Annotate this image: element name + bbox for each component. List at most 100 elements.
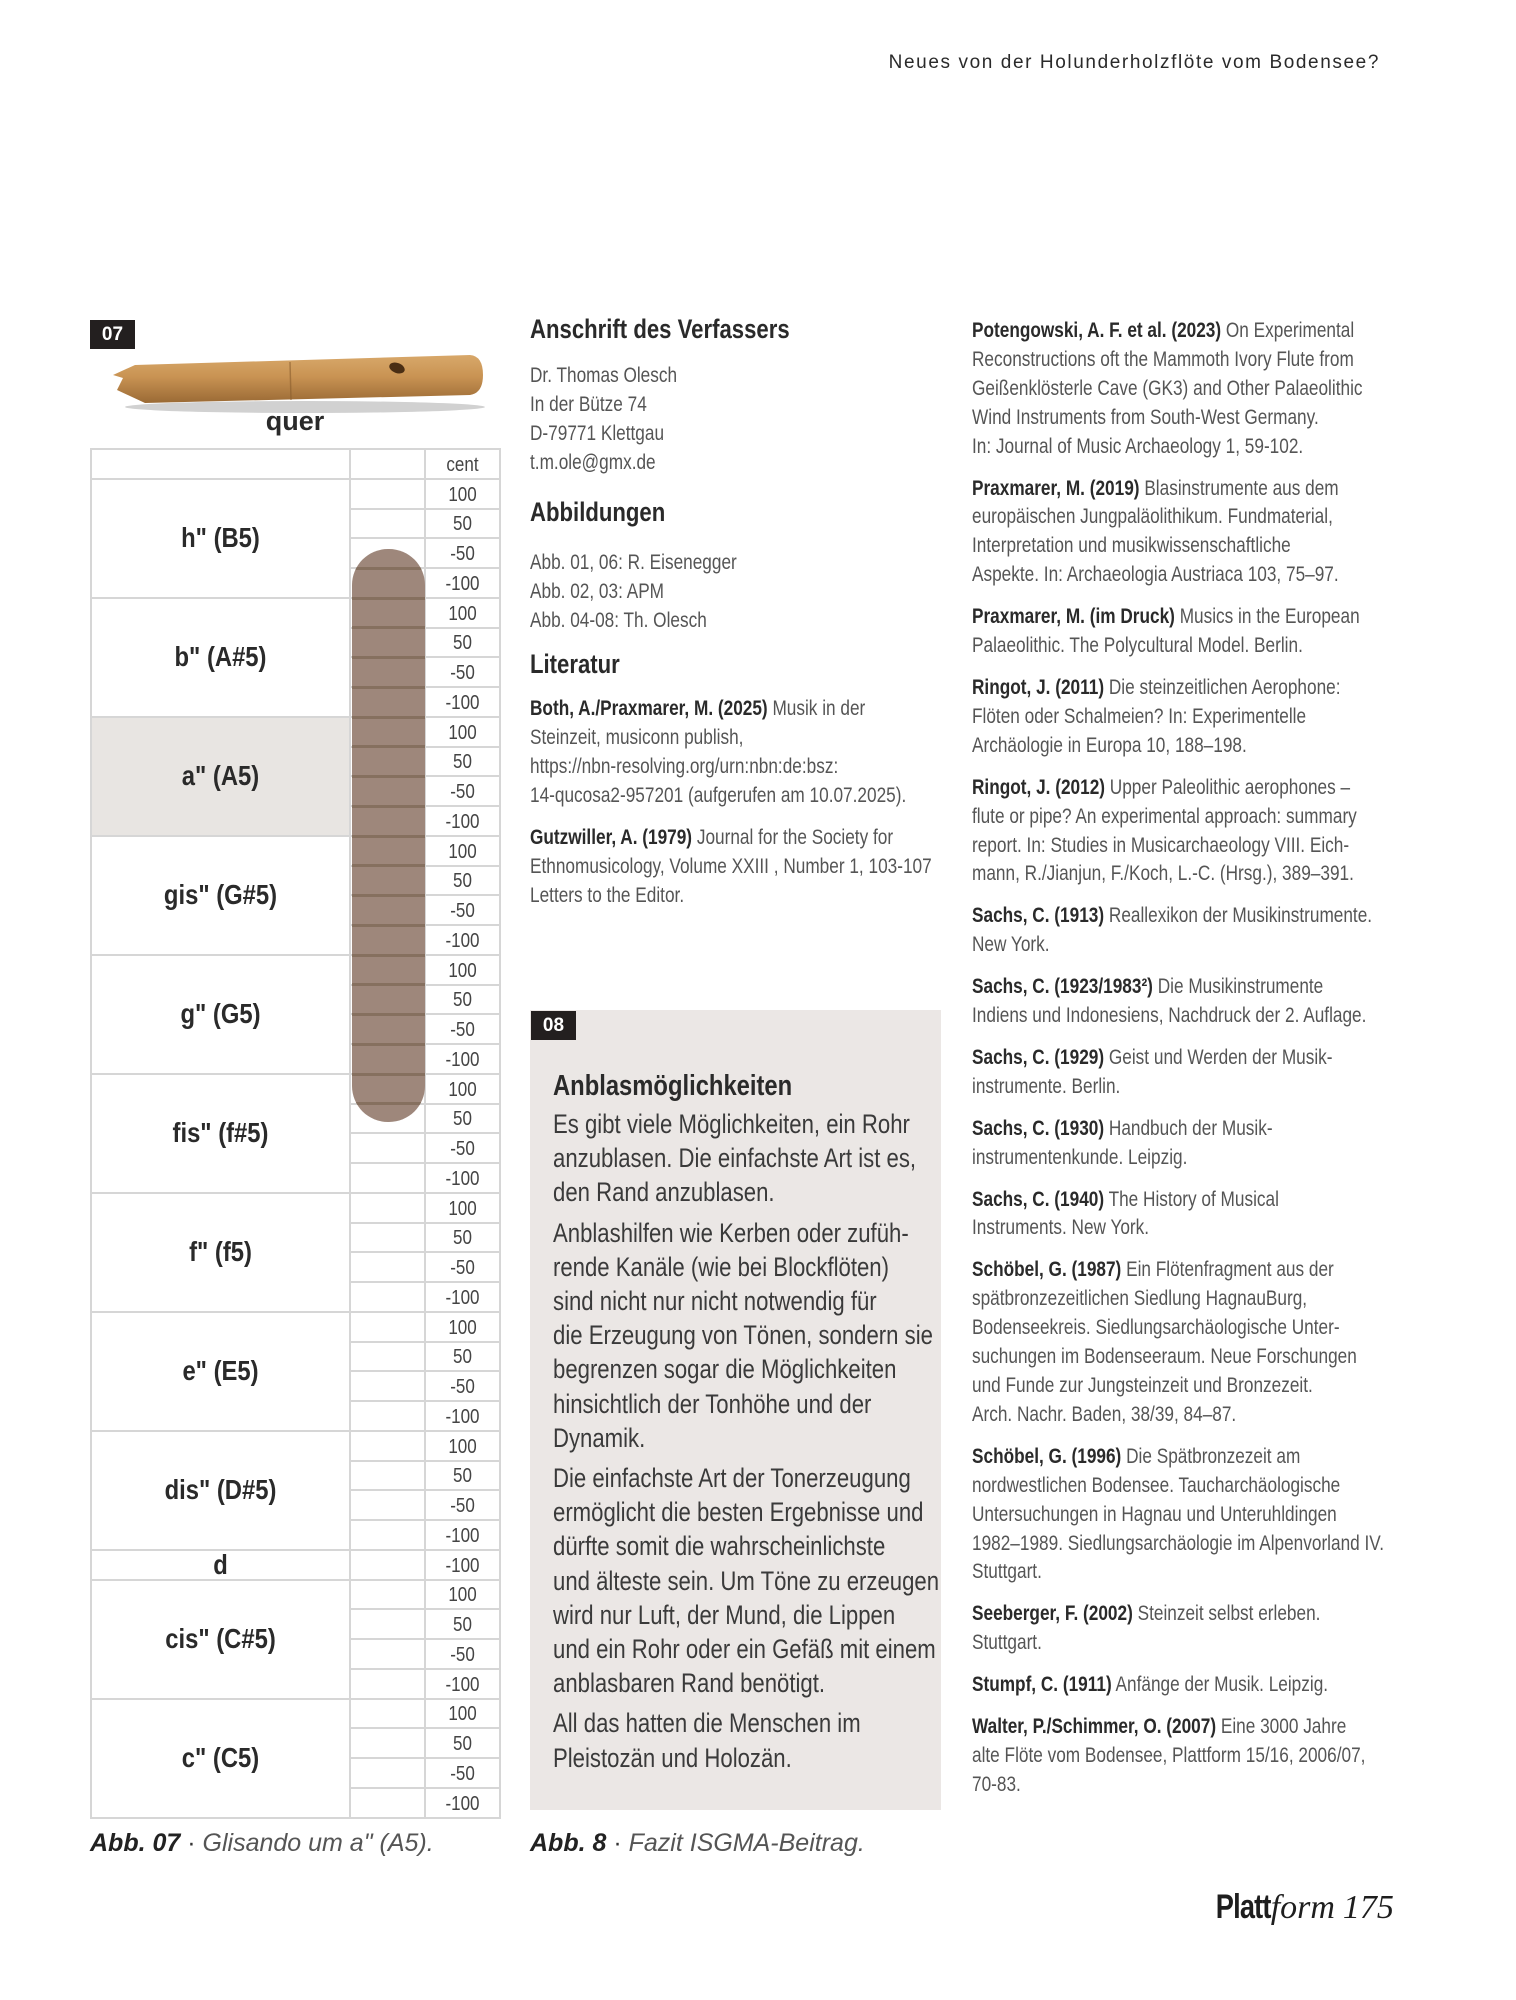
cent-cell: -50	[424, 1638, 501, 1670]
reference-list-right: Potengowski, A. F. et al. (2023) On Expe…	[972, 317, 1384, 1800]
reference-line: Arch. Nachr. Baden, 38/39, 84–87.	[972, 1401, 1382, 1430]
cent-value: 100	[448, 1435, 477, 1458]
body-line: begrenzen sogar die Möglichkeiten	[553, 1354, 897, 1385]
reference-text: nordwestlichen Bodensee. Taucharchäologi…	[972, 1473, 1341, 1497]
glissando-track-cell	[349, 1578, 426, 1611]
reference-text: 1982–1989. Siedlungsarchäologie im Alpen…	[972, 1531, 1384, 1555]
body-line: All das hatten die Menschen im	[553, 1708, 861, 1739]
reference-line: In: Journal of Music Archaeology 1, 59-1…	[972, 433, 1382, 462]
reference-text: Stuttgart.	[972, 1560, 1042, 1584]
cent-cell: -100	[424, 1400, 501, 1432]
glissando-row-divider	[352, 1042, 425, 1046]
cent-cell: 100	[424, 715, 501, 748]
cent-cell: -100	[424, 567, 501, 599]
reference-line: Praxmarer, M. (im Druck) Musics in the E…	[972, 603, 1382, 632]
caption-prefix: Abb. 8	[530, 1829, 607, 1857]
reference-line: New York.	[972, 931, 1382, 960]
running-head: Neues von der Holunderholzflöte vom Bode…	[888, 52, 1380, 73]
figure-08-label: 08	[531, 1011, 576, 1040]
cent-value: 50	[453, 1733, 472, 1755]
reference-text: und Funde zur Jungsteinzeit und Bronzeze…	[972, 1374, 1313, 1397]
reference-line: europäischen Jungpaläolithikum. Fundmate…	[972, 503, 1382, 532]
note-cell: e" (E5)	[90, 1310, 351, 1432]
note-cell: b" (A#5)	[90, 596, 351, 718]
reference-author: Gutzwiller, A. (1979)	[530, 826, 693, 849]
glissando-track-cell	[349, 1281, 426, 1313]
cent-value: 50	[453, 1346, 472, 1369]
reference-entry: Stumpf, C. (1911) Anfänge der Musik. Lei…	[972, 1671, 1382, 1700]
note-cell: g" (G5)	[90, 953, 351, 1075]
figure-08-content: Anblasmöglichkeiten Es gibt viele Möglic…	[553, 1070, 939, 1781]
reference-text: Reallexikon der Musikinstrumente.	[1108, 904, 1373, 928]
cent-cell: 50	[424, 864, 501, 897]
cent-cell: 100	[424, 1191, 501, 1224]
reference-text: Letters to the Editor.	[530, 884, 685, 907]
cent-value: -100	[445, 1286, 480, 1309]
cent-value: -50	[450, 1257, 475, 1279]
page-footer: Plattform 175	[1212, 1888, 1394, 1927]
cent-value: -100	[445, 1405, 480, 1428]
caption-separator: ·	[606, 1829, 629, 1857]
reference-text: On Experimental	[1225, 319, 1355, 342]
glissando-track-cell	[349, 1608, 426, 1640]
cent-value: -50	[450, 1376, 475, 1398]
address-email[interactable]: t.m.ole@gmx.de	[530, 451, 656, 474]
glissando-row-divider	[352, 1013, 425, 1017]
glissando-track-cell	[349, 507, 426, 540]
cent-value: -100	[445, 1792, 480, 1815]
reference-author: Schöbel, G. (1987)	[972, 1258, 1122, 1282]
reference-entry: Sachs, C. (1923/1983²) Die Musikinstrume…	[972, 973, 1382, 1031]
cent-value: 50	[453, 751, 472, 774]
cent-value: 50	[453, 1108, 472, 1131]
reference-entry: Sachs, C. (1929) Geist und Werden der Mu…	[972, 1044, 1382, 1102]
cent-value: 100	[448, 840, 477, 863]
body-line: Pleistozän und Holozän.	[553, 1742, 792, 1773]
reference-line: Sachs, C. (1930) Handbuch der Musik-	[972, 1115, 1382, 1144]
note-cell: dis" (D#5)	[90, 1429, 351, 1551]
reference-author: Schöbel, G. (1996)	[972, 1444, 1122, 1468]
note-cell: h" (B5)	[90, 477, 351, 599]
reference-text: https://nbn-resolving.org/urn:nbn:de:bsz…	[530, 755, 839, 778]
reference-entry: Praxmarer, M. (2019) Blasinstrumente aus…	[972, 475, 1382, 591]
illustrations-heading: Abbildungen	[530, 497, 666, 527]
cent-value: -100	[445, 1673, 480, 1696]
reference-line: Instruments. New York.	[972, 1214, 1382, 1243]
reference-line: https://nbn-resolving.org/urn:nbn:de:bsz…	[530, 752, 940, 781]
reference-text: Arch. Nachr. Baden, 38/39, 84–87.	[972, 1402, 1237, 1426]
reference-line: Schöbel, G. (1987) Ein Flötenfragment au…	[972, 1256, 1382, 1285]
cent-cell: -100	[424, 1667, 501, 1700]
cent-cell: 100	[424, 596, 501, 629]
figure-07-caption: Abb. 07 · Glisando um a" (A5).	[90, 1829, 434, 1858]
note-cell: f" (f5)	[90, 1191, 351, 1313]
glissando-bar	[352, 549, 425, 1122]
reference-text: Anfänge der Musik. Leipzig.	[1115, 1673, 1329, 1697]
cent-cell: 50	[424, 1102, 501, 1135]
cent-value: 50	[453, 1465, 472, 1488]
reference-text: Untersuchungen in Hagnau und Unteruhldin…	[972, 1502, 1337, 1526]
reference-line: instrumente. Berlin.	[972, 1073, 1382, 1102]
glissando-track-cell	[349, 1638, 426, 1670]
reference-text: Steinzeit selbst erleben.	[1137, 1602, 1321, 1626]
reference-entry: Sachs, C. (1930) Handbuch der Musik-inst…	[972, 1115, 1382, 1173]
reference-line: suchungen im Bodenseeraum. Neue Forschun…	[972, 1343, 1382, 1372]
reference-line: Seeberger, F. (2002) Steinzeit selbst er…	[972, 1600, 1382, 1629]
body-line: Es gibt viele Möglichkeiten, ein Rohr	[553, 1109, 910, 1139]
body-line: den Rand anzublasen.	[553, 1177, 775, 1208]
reference-text: Flöten oder Schalmeien? In: Experimentel…	[972, 704, 1307, 728]
glissando-track-cell	[349, 1191, 426, 1224]
reference-author: Praxmarer, M. (2019)	[972, 476, 1140, 500]
body-line: rende Kanäle (wie bei Blockflöten)	[553, 1251, 889, 1282]
cent-value: 100	[448, 721, 477, 744]
glissando-track-cell	[349, 1786, 426, 1819]
illustrations-credits: Abb. 01, 06: R. Eisenegger Abb. 02, 03: …	[530, 548, 940, 635]
cent-value: 50	[453, 1227, 472, 1250]
cent-value: -50	[450, 662, 475, 684]
cent-cell: 50	[424, 745, 501, 778]
body-line: ermöglicht die besten Ergebnisse und	[553, 1497, 924, 1528]
body-line: die Erzeugung von Tönen, sondern sie	[553, 1320, 933, 1351]
reference-author: Sachs, C. (1929)	[972, 1045, 1105, 1069]
note-label: fis" (f#5)	[172, 1117, 269, 1149]
cent-value: -100	[445, 1048, 480, 1071]
reference-author: Praxmarer, M. (im Druck)	[972, 605, 1175, 629]
cent-header: cent	[446, 453, 479, 476]
